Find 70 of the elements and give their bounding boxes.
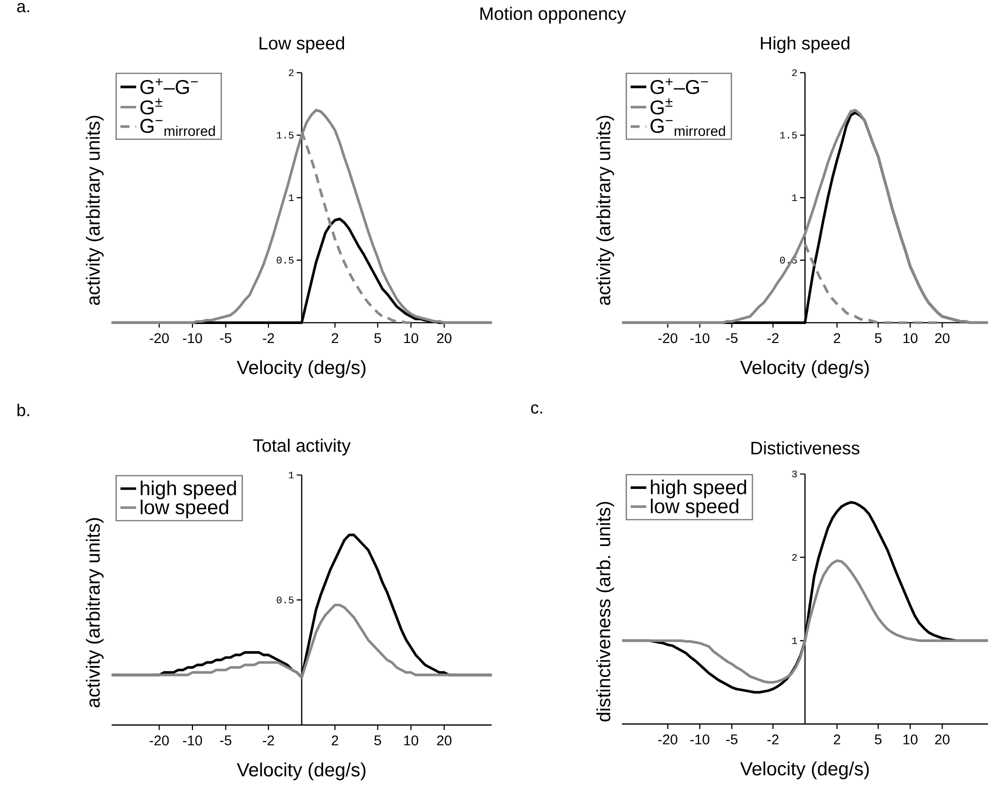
x-tick-label: -10 — [690, 734, 710, 744]
x-tick-label: -20 — [658, 734, 678, 744]
legend-label: G$^{+}$–G$^{−}$ — [140, 78, 198, 94]
y-axis-title: activity (arbitrary units) — [86, 518, 104, 708]
x-tick-label: 5 — [874, 333, 882, 343]
x-tick-label: 2 — [834, 333, 840, 343]
legend-label: high speed — [140, 480, 236, 500]
x-tick-label: -2 — [262, 736, 274, 746]
x-tick-label: 20 — [935, 734, 950, 744]
y-tick-label: 1 — [792, 194, 797, 201]
x-tick-label: -10 — [182, 333, 202, 344]
legend-label: G$^{±}$ — [140, 98, 162, 114]
x-tick-label: -20 — [150, 736, 169, 746]
x-tick-label: -5 — [220, 333, 232, 343]
y-tick-label: 0.5 — [276, 256, 294, 264]
x-tick-label: 20 — [437, 736, 452, 746]
chart-title: Distictiveness — [751, 441, 860, 454]
legend-label: G$^{±}$ — [650, 98, 672, 114]
x-tick-label: 10 — [404, 333, 418, 344]
y-tick-label: 3 — [792, 470, 797, 478]
legend-label: low speed — [650, 498, 738, 518]
x-tick-label: -2 — [767, 333, 779, 343]
x-tick-label: -10 — [182, 736, 202, 746]
x-tick-label: 20 — [935, 333, 950, 344]
x-tick-label: 5 — [874, 734, 882, 744]
y-tick-label: 2 — [792, 554, 797, 561]
y-tick-label: 1.5 — [780, 132, 797, 139]
legend-label: G$^{+}$–G$^{−}$ — [650, 78, 708, 94]
x-tick-label: -20 — [150, 333, 169, 344]
x-tick-label: -5 — [726, 734, 738, 744]
x-axis-title: Velocity (deg/s) — [236, 762, 366, 780]
x-tick-label: 2 — [332, 736, 338, 746]
text: c. — [531, 404, 542, 414]
chart-title: High speed — [760, 36, 850, 54]
x-tick-label: 10 — [904, 734, 918, 744]
y-tick-label: 1 — [288, 194, 294, 201]
text: Motion opponency — [480, 6, 626, 24]
x-tick-label: -10 — [690, 333, 710, 344]
y-tick-label: 1 — [288, 472, 294, 478]
x-tick-label: 20 — [437, 333, 452, 344]
legend-label: G$^{−}$mirrored — [140, 118, 215, 136]
y-tick-label: 2 — [288, 69, 294, 76]
text: a. — [17, 3, 30, 12]
x-tick-label: -2 — [262, 333, 274, 343]
x-tick-label: 10 — [404, 736, 418, 746]
x-tick-label: 5 — [374, 333, 382, 343]
legend-label: low speed — [140, 500, 228, 518]
x-axis-title: Velocity (deg/s) — [740, 762, 869, 780]
x-tick-label: -5 — [220, 736, 232, 746]
y-tick-label: 2 — [792, 69, 797, 76]
x-tick-label: 2 — [834, 734, 840, 744]
y-tick-label: 0.5 — [276, 596, 294, 604]
y-axis-title: activity (arbitrary units) — [86, 116, 104, 305]
y-tick-label: 1 — [792, 637, 797, 644]
x-tick-label: 5 — [374, 736, 382, 746]
y-axis-title: activity (arbitrary units) — [596, 116, 614, 305]
legend-label: G$^{−}$mirrored — [650, 118, 726, 136]
x-tick-label: -2 — [767, 734, 779, 744]
x-tick-label: -20 — [658, 333, 678, 344]
x-tick-label: 2 — [332, 333, 338, 343]
legend-label: high speed — [650, 480, 746, 498]
y-axis-title: distinctiveness (arb. units) — [596, 502, 614, 722]
x-tick-label: -5 — [726, 333, 738, 343]
x-tick-label: 10 — [904, 333, 918, 344]
x-axis-title: Velocity (deg/s) — [236, 360, 366, 378]
text: b. — [18, 404, 30, 416]
chart-title: Low speed — [260, 36, 344, 54]
chart-title: Total activity — [253, 438, 351, 456]
x-axis-title: Velocity (deg/s) — [740, 360, 869, 378]
y-tick-label: 1.5 — [276, 132, 294, 139]
